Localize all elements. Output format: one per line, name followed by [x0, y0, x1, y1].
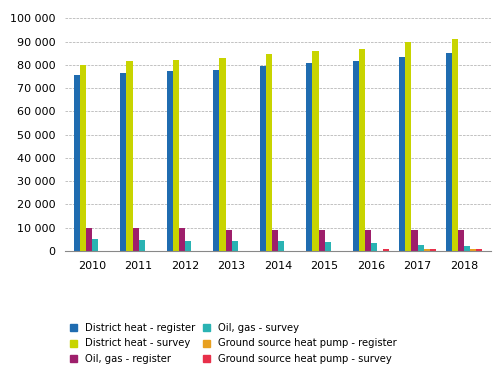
Bar	[464, 246, 470, 251]
Bar	[405, 42, 411, 251]
Bar	[80, 65, 86, 251]
Legend: District heat - register, District heat - survey, Oil, gas - register, Oil, gas : District heat - register, District heat …	[70, 323, 397, 364]
Bar	[272, 230, 278, 251]
Bar	[225, 230, 231, 251]
Bar	[458, 230, 464, 251]
Bar	[185, 241, 191, 251]
Bar	[417, 245, 423, 251]
Bar	[92, 239, 98, 251]
Bar	[411, 230, 417, 251]
Bar	[470, 249, 476, 251]
Bar	[74, 75, 80, 251]
Bar	[446, 53, 452, 251]
Bar	[133, 228, 139, 251]
Bar	[86, 228, 92, 251]
Bar	[399, 57, 405, 251]
Bar	[126, 62, 133, 251]
Bar	[353, 61, 359, 251]
Bar	[383, 249, 389, 251]
Bar	[476, 249, 482, 251]
Bar	[319, 230, 325, 251]
Bar	[307, 63, 313, 251]
Bar	[179, 228, 185, 251]
Bar	[365, 230, 371, 251]
Bar	[120, 73, 126, 251]
Bar	[325, 242, 331, 251]
Bar	[423, 249, 430, 251]
Y-axis label: Floor area 1000 m2: Floor area 1000 m2	[0, 77, 5, 193]
Bar	[231, 241, 237, 251]
Bar	[219, 58, 225, 251]
Bar	[260, 66, 266, 251]
Bar	[430, 249, 436, 251]
Bar	[371, 243, 377, 251]
Bar	[313, 51, 319, 251]
Bar	[167, 71, 173, 251]
Bar	[278, 241, 284, 251]
Bar	[139, 240, 145, 251]
Bar	[173, 60, 179, 251]
Bar	[213, 70, 219, 251]
Bar	[452, 39, 458, 251]
Bar	[266, 55, 272, 251]
Bar	[359, 49, 365, 251]
